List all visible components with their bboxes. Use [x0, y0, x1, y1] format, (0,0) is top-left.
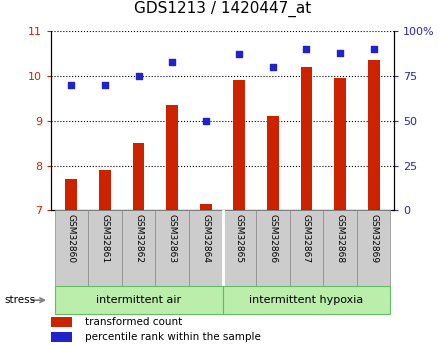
Point — [269, 64, 276, 70]
Text: GSM32862: GSM32862 — [134, 214, 143, 263]
Text: GSM32866: GSM32866 — [268, 214, 277, 263]
Text: GSM32869: GSM32869 — [369, 214, 378, 263]
Bar — [334, 78, 346, 210]
Text: stress: stress — [4, 295, 36, 305]
Bar — [200, 204, 211, 210]
Text: GSM32867: GSM32867 — [302, 214, 311, 263]
Point — [68, 82, 75, 88]
Bar — [267, 116, 279, 210]
Bar — [368, 60, 380, 210]
Text: percentile rank within the sample: percentile rank within the sample — [85, 332, 261, 342]
Bar — [290, 210, 323, 286]
Text: GSM32860: GSM32860 — [67, 214, 76, 263]
Point — [202, 118, 209, 124]
Bar — [166, 105, 178, 210]
Text: GSM32861: GSM32861 — [101, 214, 109, 263]
Point — [370, 46, 377, 52]
Bar — [222, 286, 390, 314]
Bar — [55, 210, 88, 286]
Bar — [51, 317, 72, 327]
Bar — [155, 210, 189, 286]
Point — [169, 59, 176, 64]
Text: GSM32865: GSM32865 — [235, 214, 244, 263]
Point — [303, 46, 310, 52]
Bar — [88, 210, 122, 286]
Bar — [99, 170, 111, 210]
Point — [101, 82, 109, 88]
Bar — [65, 179, 77, 210]
Text: intermittent hypoxia: intermittent hypoxia — [249, 295, 364, 305]
Bar — [357, 210, 390, 286]
Bar — [133, 143, 144, 210]
Bar — [55, 286, 222, 314]
Text: GSM32863: GSM32863 — [168, 214, 177, 263]
Text: GSM32864: GSM32864 — [201, 214, 210, 263]
Bar — [234, 80, 245, 210]
Text: GDS1213 / 1420447_at: GDS1213 / 1420447_at — [134, 1, 311, 17]
Point — [236, 52, 243, 57]
Bar — [256, 210, 290, 286]
Bar — [301, 67, 312, 210]
Bar — [51, 332, 72, 342]
Point — [336, 50, 344, 55]
Bar — [122, 210, 155, 286]
Text: intermittent air: intermittent air — [96, 295, 181, 305]
Point — [135, 73, 142, 79]
Bar — [222, 210, 256, 286]
Text: GSM32868: GSM32868 — [336, 214, 344, 263]
Bar — [189, 210, 222, 286]
Bar — [323, 210, 357, 286]
Text: transformed count: transformed count — [85, 317, 183, 327]
